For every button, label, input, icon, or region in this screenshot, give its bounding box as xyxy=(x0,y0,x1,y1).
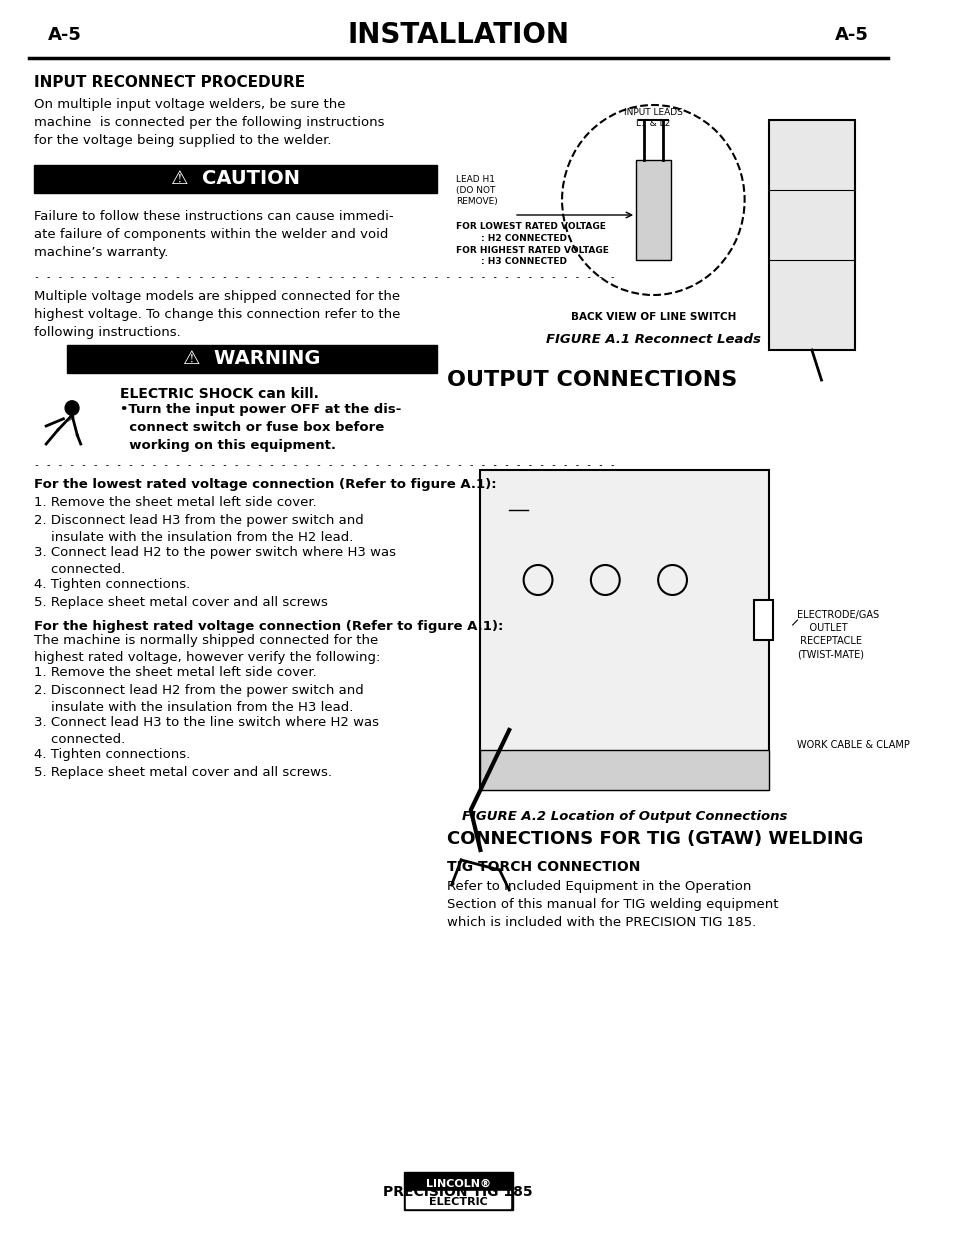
Text: 3. Connect lead H2 to the power switch where H3 was
    connected.: 3. Connect lead H2 to the power switch w… xyxy=(33,546,395,576)
Text: For the highest rated voltage connection (Refer to figure A.1):: For the highest rated voltage connection… xyxy=(33,620,502,634)
Text: BACK VIEW OF LINE SWITCH: BACK VIEW OF LINE SWITCH xyxy=(570,312,736,322)
Text: Failure to follow these instructions can cause immedi-
ate failure of components: Failure to follow these instructions can… xyxy=(33,210,393,259)
Text: 4. Tighten connections.: 4. Tighten connections. xyxy=(33,578,190,592)
Text: Refer to Included Equipment in the Operation
Section of this manual for TIG weld: Refer to Included Equipment in the Opera… xyxy=(446,881,778,929)
Text: A-5: A-5 xyxy=(834,26,867,44)
Text: OUTPUT CONNECTIONS: OUTPUT CONNECTIONS xyxy=(446,370,737,390)
Text: INPUT LEADS
L1 & L2: INPUT LEADS L1 & L2 xyxy=(623,107,682,128)
Text: LEAD H1
(DO NOT
REMOVE): LEAD H1 (DO NOT REMOVE) xyxy=(456,175,497,206)
Bar xyxy=(480,750,768,790)
Text: 5. Replace sheet metal cover and all screws.: 5. Replace sheet metal cover and all scr… xyxy=(33,766,332,779)
Circle shape xyxy=(65,401,79,415)
Text: ELECTRIC SHOCK can kill.: ELECTRIC SHOCK can kill. xyxy=(120,387,318,401)
Text: FOR LOWEST RATED VOLTAGE
        : H2 CONNECTED
FOR HIGHEST RATED VOLTAGE
      : FOR LOWEST RATED VOLTAGE : H2 CONNECTED … xyxy=(456,222,609,267)
Text: - - - - - - - - - - - - - - - - - - - - - - - - - - - - - - - - - - - - - - - - : - - - - - - - - - - - - - - - - - - - - … xyxy=(33,272,620,282)
Text: The machine is normally shipped connected for the
highest rated voltage, however: The machine is normally shipped connecte… xyxy=(33,634,379,664)
Text: ⚠  CAUTION: ⚠ CAUTION xyxy=(171,169,299,189)
Bar xyxy=(754,600,773,640)
Text: On multiple input voltage welders, be sure the
machine  is connected per the fol: On multiple input voltage welders, be su… xyxy=(33,98,384,147)
Text: 1. Remove the sheet metal left side cover.: 1. Remove the sheet metal left side cove… xyxy=(33,496,316,509)
Text: INSTALLATION: INSTALLATION xyxy=(347,21,569,49)
Bar xyxy=(33,165,436,193)
Text: CONNECTIONS FOR TIG (GTAW) WELDING: CONNECTIONS FOR TIG (GTAW) WELDING xyxy=(446,830,862,848)
Bar xyxy=(480,471,768,790)
Text: - - - - - - - - - - - - - - - - - - - - - - - - - - - - - - - - - - - - - - - - : - - - - - - - - - - - - - - - - - - - - … xyxy=(33,459,620,471)
Text: ⚡: ⚡ xyxy=(67,411,77,425)
Text: For the lowest rated voltage connection (Refer to figure A.1):: For the lowest rated voltage connection … xyxy=(33,478,496,492)
Text: 2. Disconnect lead H2 from the power switch and
    insulate with the insulation: 2. Disconnect lead H2 from the power swi… xyxy=(33,684,363,714)
Bar xyxy=(67,345,436,373)
Text: 5. Replace sheet metal cover and all screws: 5. Replace sheet metal cover and all scr… xyxy=(33,597,327,609)
Bar xyxy=(768,120,854,350)
Text: TIG TORCH CONNECTION: TIG TORCH CONNECTION xyxy=(446,860,639,874)
Text: FIGURE A.2 Location of Output Connections: FIGURE A.2 Location of Output Connection… xyxy=(461,810,786,823)
Text: Multiple voltage models are shipped connected for the
highest voltage. To change: Multiple voltage models are shipped conn… xyxy=(33,290,399,338)
Text: FIGURE A.1 Reconnect Leads: FIGURE A.1 Reconnect Leads xyxy=(545,333,760,346)
Text: 1. Remove the sheet metal left side cover.: 1. Remove the sheet metal left side cove… xyxy=(33,666,316,679)
Text: ELECTRIC: ELECTRIC xyxy=(429,1197,487,1207)
Bar xyxy=(403,1172,513,1210)
Text: 2. Disconnect lead H3 from the power switch and
    insulate with the insulation: 2. Disconnect lead H3 from the power swi… xyxy=(33,514,363,543)
Text: PRECISION TIG 185: PRECISION TIG 185 xyxy=(383,1186,533,1199)
Text: 4. Tighten connections.: 4. Tighten connections. xyxy=(33,748,190,761)
Text: INPUT RECONNECT PROCEDURE: INPUT RECONNECT PROCEDURE xyxy=(33,75,304,90)
Text: •Turn the input power OFF at the dis-
  connect switch or fuse box before
  work: •Turn the input power OFF at the dis- co… xyxy=(120,403,401,452)
Text: ELECTRODE/GAS
    OUTLET
 RECEPTACLE
(TWIST-MATE): ELECTRODE/GAS OUTLET RECEPTACLE (TWIST-M… xyxy=(797,610,879,659)
Bar xyxy=(406,1191,510,1208)
Text: A-5: A-5 xyxy=(48,26,82,44)
Bar xyxy=(636,161,670,261)
Text: ⚠  WARNING: ⚠ WARNING xyxy=(183,350,320,368)
Text: WORK CABLE & CLAMP: WORK CABLE & CLAMP xyxy=(797,740,909,750)
Text: 3. Connect lead H3 to the line switch where H2 was
    connected.: 3. Connect lead H3 to the line switch wh… xyxy=(33,716,378,746)
Text: LINCOLN®: LINCOLN® xyxy=(425,1179,491,1189)
